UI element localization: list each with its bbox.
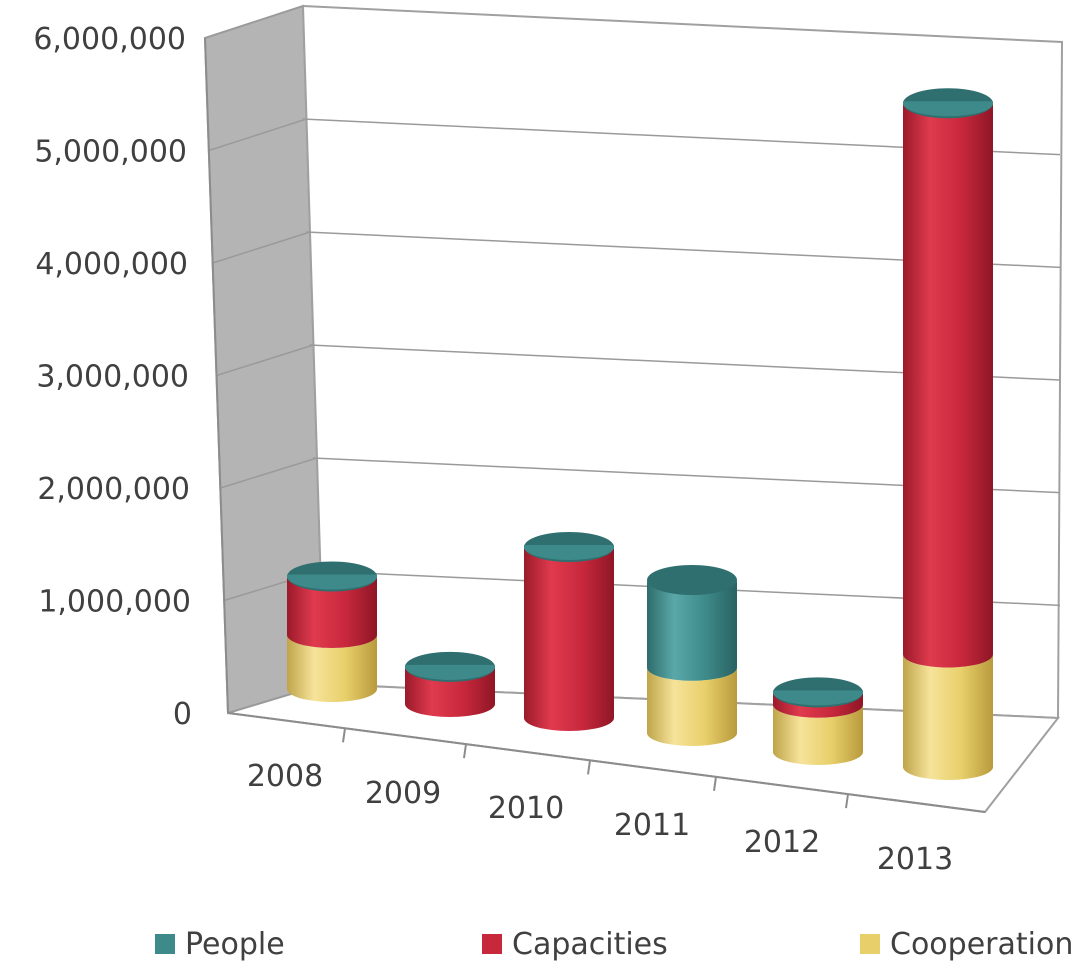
legend-item-cooperation: Cooperation: [860, 922, 1073, 966]
bar-cap-band: [287, 574, 377, 590]
y-tick-labels: 0 1,000,000 2,000,000 3,000,000 4,000,000 5,0…: [33, 22, 192, 732]
bar-2010: [524, 532, 614, 731]
bar-segment-cooperation: [287, 635, 377, 702]
y-tick-label: 0: [173, 697, 192, 732]
bar-segment-cooperation: [773, 704, 863, 765]
bar-2012: [773, 677, 863, 765]
x-tick-label: 2009: [365, 776, 441, 811]
bar-cap-band: [903, 101, 993, 117]
y-tick-label: 6,000,000: [33, 22, 186, 57]
x-tick-mark: [463, 743, 467, 759]
side-gridline: [204, 5, 304, 39]
bar-2011: [647, 565, 737, 746]
y-tick-label: 3,000,000: [36, 360, 189, 395]
bar-cap-band: [405, 664, 495, 680]
side-gridline: [216, 344, 314, 377]
bar-segment-capacities: [903, 103, 993, 668]
y-axis: [204, 37, 229, 714]
bar-segment-cooperation: [903, 654, 993, 780]
bar-cap-band: [524, 545, 614, 560]
x-tick-label: 2012: [744, 825, 820, 860]
x-tick-mark: [342, 728, 346, 743]
bar-segment-people: [647, 580, 737, 681]
x-tick-label: 2008: [247, 759, 323, 794]
x-tick-label: 2010: [488, 791, 564, 826]
bar-2009: [405, 651, 495, 717]
bar-segment-capacities: [773, 692, 863, 718]
legend-item-people: People: [155, 922, 285, 966]
legend: People Capacities Cooperation: [0, 922, 1089, 968]
x-tick-label: 2013: [877, 842, 953, 877]
legend-label: Capacities: [512, 926, 668, 962]
side-gridline: [208, 118, 307, 152]
y-tick-label: 2,000,000: [37, 472, 190, 507]
legend-label: People: [185, 926, 285, 962]
x-tick-mark: [587, 760, 591, 775]
x-tick-labels: 2008 2009 2010 2011 2012 2013: [247, 728, 953, 877]
bar-2013: [903, 88, 993, 780]
bar-cap-band: [773, 690, 863, 706]
legend-swatch: [155, 934, 175, 954]
bar-top-cap: [647, 565, 737, 595]
legend-label: Cooperation: [890, 926, 1074, 962]
y-tick-label: 5,000,000: [34, 135, 187, 170]
bar-segment-capacities: [287, 576, 377, 648]
x-tick-label: 2011: [614, 808, 690, 843]
x-tick-mark: [713, 776, 717, 791]
bar-segment-cooperation: [647, 667, 737, 746]
legend-swatch: [860, 934, 880, 954]
side-gridline: [220, 457, 318, 489]
y-tick-label: 1,000,000: [38, 585, 191, 620]
bar-segment-capacities: [524, 547, 614, 731]
chart: 0 1,000,000 2,000,000 3,000,000 4,000,000 5,0…: [33, 4, 1064, 877]
legend-swatch: [482, 934, 502, 954]
bar-2008: [287, 561, 377, 702]
bars: [287, 88, 993, 780]
x-axis: [227, 712, 986, 813]
side-gridline: [212, 231, 311, 264]
legend-item-capacities: Capacities: [482, 922, 668, 966]
y-tick-label: 4,000,000: [35, 247, 188, 282]
x-tick-mark: [845, 793, 849, 809]
